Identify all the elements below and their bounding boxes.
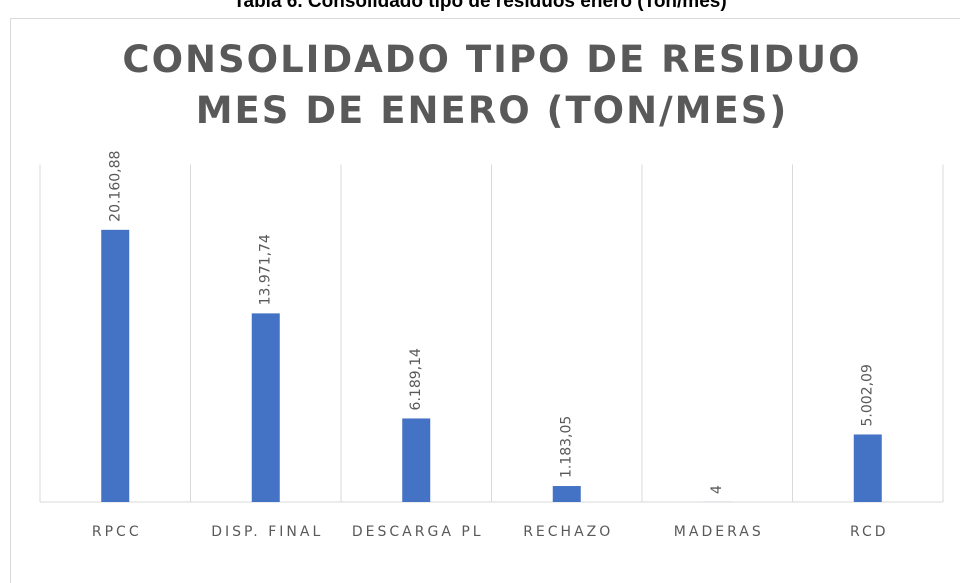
x-tick-label: DESCARGA PL [351, 524, 484, 540]
x-tick-label: DISP. FINAL [211, 524, 324, 540]
bar [552, 486, 581, 502]
chart-title: CONSOLIDADO TIPO DE RESIDUO [122, 38, 861, 81]
data-label: 13.971,74 [258, 234, 274, 305]
data-label: 6.189,14 [408, 348, 424, 410]
bar [101, 229, 130, 502]
bar [251, 313, 280, 502]
chart-frame [10, 18, 960, 583]
bar [402, 418, 431, 502]
x-tick-label: RPCC [91, 524, 142, 540]
data-label: 5.002,09 [860, 364, 876, 426]
chart-title: MES DE ENERO (TON/MES) [196, 89, 789, 132]
data-label: 1.183,05 [559, 416, 575, 478]
x-tick-label: RCD [849, 524, 889, 540]
bar [853, 434, 882, 502]
data-label: 20.160,88 [107, 151, 123, 222]
x-tick-label: RECHAZO [523, 524, 614, 540]
data-label: 4 [709, 485, 725, 494]
table-caption: Tabla 6. Consolidado tipo de residuos en… [233, 0, 727, 12]
x-tick-label: MADERAS [673, 524, 764, 540]
